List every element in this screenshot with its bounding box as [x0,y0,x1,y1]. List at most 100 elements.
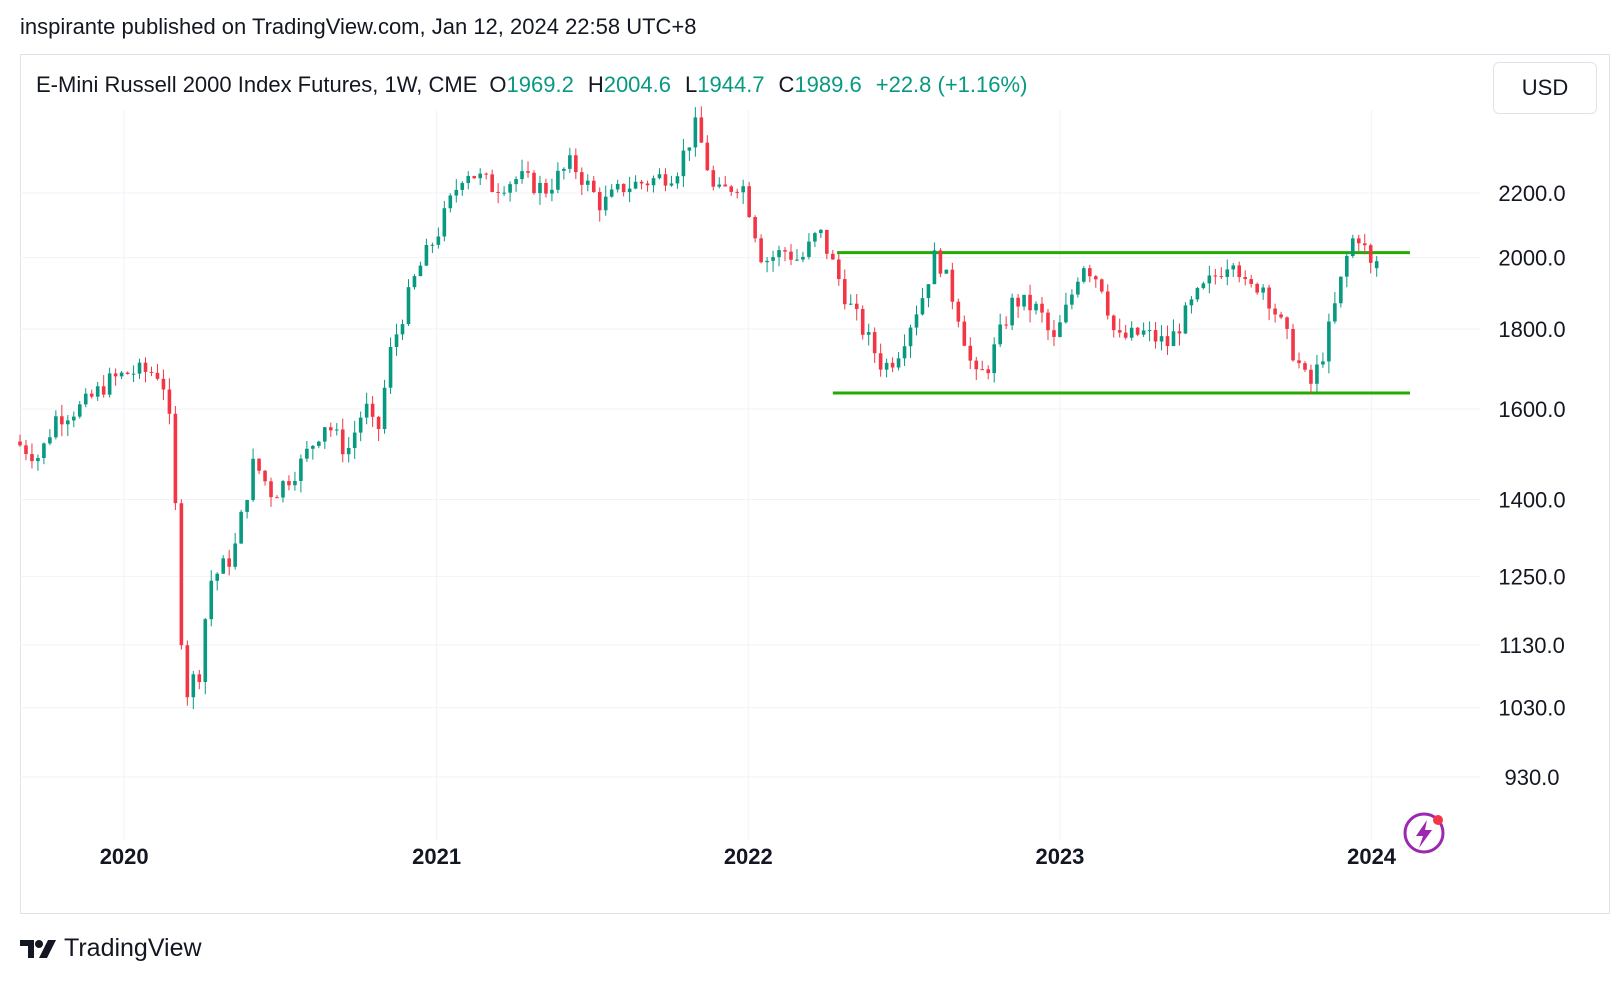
candle-body [705,142,710,171]
candle-body [466,176,471,184]
candle [825,229,829,260]
candle [908,324,913,358]
candle [1046,308,1050,341]
candle-body [155,372,160,379]
price-axis: 2200.0 2000.0 1800.0 1600.0 1400.0 1250.0 1130… [1498,181,1565,790]
candle-body [693,117,698,148]
candle-body [854,303,859,310]
candle [1243,270,1248,286]
candle [819,229,823,238]
candle [131,365,136,382]
candle-body [328,427,333,431]
candle-body [675,176,680,184]
candle-body [1165,336,1170,347]
candle-body [490,174,494,192]
candle-body [723,184,728,187]
tradingview-brand[interactable]: TradingView [20,934,202,963]
candle [699,106,704,143]
candle [293,471,297,491]
symbol-title: E-Mini Russell 2000 Index Futures, 1W, C… [36,72,478,97]
y-tick-label: 1030.0 [1498,696,1565,721]
candle [436,227,441,249]
candle [24,439,28,461]
candle-body [1267,287,1271,309]
candle [1022,294,1026,311]
candle [125,371,130,375]
alert-badge[interactable] [1403,812,1445,854]
candle-body [603,196,608,211]
candle [257,458,261,475]
candle-body [1034,303,1038,311]
candle-body [1345,256,1349,277]
candle [311,444,315,460]
candle-body [245,500,249,512]
currency-button[interactable]: USD [1493,62,1597,114]
candle [1171,319,1176,347]
candle-body [759,238,763,263]
candle-body [747,186,751,217]
candle-body [550,189,554,194]
candle [149,366,154,377]
candle [980,360,985,371]
candle [986,365,991,380]
candle [1117,318,1122,338]
candle-body [382,387,387,429]
candle [657,168,662,180]
candle [1374,256,1379,277]
candle [896,352,901,371]
x-tick-label: 2024 [1347,844,1397,869]
candle [1034,301,1038,315]
candle [866,323,871,346]
candle-body [1082,268,1086,282]
candle-body [920,298,925,315]
candle [627,176,632,203]
candle [807,233,811,260]
candle [197,669,202,690]
candle-body [1105,291,1110,316]
candle-body [1368,245,1373,263]
candle [717,177,722,189]
candle-body [562,168,566,171]
candle [603,185,608,216]
candle-body [795,259,799,261]
candle [1327,313,1331,374]
candle-body [1249,279,1253,284]
candle-body [83,393,88,405]
candle [1231,262,1236,278]
candle-body [651,178,656,186]
candle-body [376,416,381,429]
candle-body [962,321,967,346]
candle-body [998,324,1002,345]
candle [364,392,369,425]
candle [454,179,459,203]
candle-body [789,251,793,260]
candle-body [765,260,769,263]
candle-body [1093,276,1098,280]
candle-body [48,437,52,444]
y-tick-label: 1800.0 [1498,317,1565,342]
candle-body [825,229,829,254]
candle-body [185,645,190,698]
candle-body [813,233,817,242]
candle-body [18,441,22,446]
time-axis: 2020 2021 2022 2023 2024 [100,844,1397,869]
candle [484,172,488,180]
candle-body [125,372,130,375]
candle-body [645,183,650,186]
open-label: O [489,72,507,97]
candle [783,247,787,262]
candle [1010,293,1014,331]
candle [1225,259,1230,286]
candle [245,499,249,519]
candle [203,618,208,695]
candle [580,167,584,196]
candle-body [1297,360,1301,364]
candle-body [956,301,961,322]
candle-body [502,192,506,194]
candle-body [580,172,584,185]
candle-body [233,543,237,567]
candle [860,305,865,340]
candle-body [807,241,811,257]
candle-body [281,481,285,498]
